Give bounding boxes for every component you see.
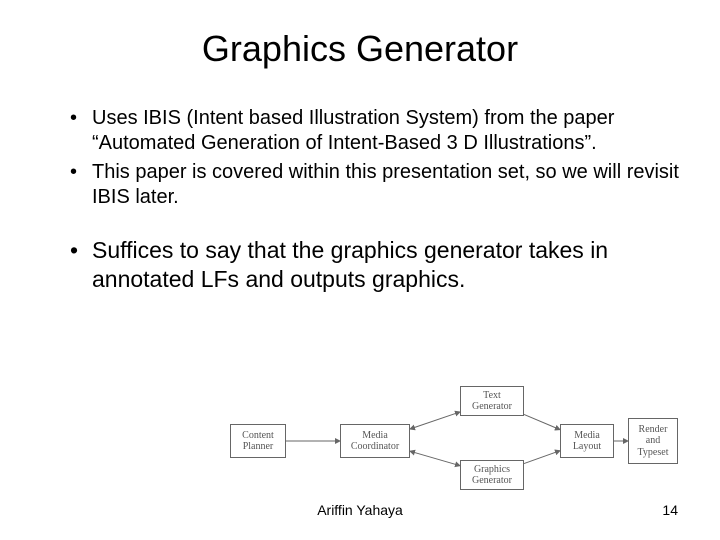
flowchart-node-media-coordinator: Media Coordinator — [340, 424, 410, 458]
bullet-group-2: Suffices to say that the graphics genera… — [68, 236, 680, 294]
bullet-item: Suffices to say that the graphics genera… — [68, 236, 680, 294]
footer-author: Ariffin Yahaya — [0, 502, 720, 518]
bullet-item: Uses IBIS (Intent based Illustration Sys… — [68, 106, 680, 156]
flowchart-node-content-planner: Content Planner — [230, 424, 286, 458]
flowchart-node-text-generator: Text Generator — [460, 386, 524, 416]
slide-title: Graphics Generator — [40, 28, 680, 70]
footer-page-number: 14 — [662, 502, 678, 518]
flowchart-node-render-typeset: Render and Typeset — [628, 418, 678, 464]
slide: Graphics Generator Uses IBIS (Intent bas… — [0, 0, 720, 540]
bullet-item: This paper is covered within this presen… — [68, 160, 680, 210]
flowchart-node-media-layout: Media Layout — [560, 424, 614, 458]
flowchart-node-graphics-generator: Graphics Generator — [460, 460, 524, 490]
flowchart-diagram: Content Planner Media Coordinator Text Gen… — [230, 380, 660, 500]
bullet-group-1: Uses IBIS (Intent based Illustration Sys… — [68, 106, 680, 210]
